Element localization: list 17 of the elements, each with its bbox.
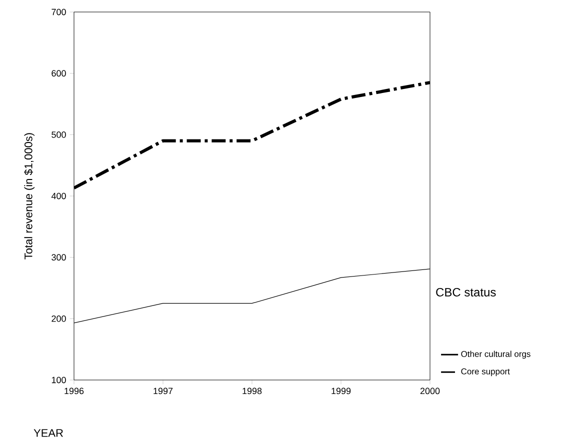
y-tick-label: 500 xyxy=(52,131,66,138)
legend-label: Core support xyxy=(461,368,510,376)
y-tick-label: 600 xyxy=(52,70,66,77)
y-tick-label: 100 xyxy=(52,376,66,384)
legend-label: Other cultural orgs xyxy=(461,350,530,359)
x-tick-label: 1998 xyxy=(242,388,262,394)
x-tick-label: 1997 xyxy=(154,388,173,394)
y-axis-title: Total revenue (in $1,000s) xyxy=(24,133,34,260)
x-tick-label: 1999 xyxy=(332,388,351,394)
y-tick-label: 400 xyxy=(51,192,66,200)
y-tick-label: 700 xyxy=(52,8,66,16)
x-tick-label: 2000 xyxy=(420,388,440,394)
x-axis-title: YEAR xyxy=(34,429,63,437)
y-tick-label: 200 xyxy=(52,315,66,322)
x-tick-label: 1996 xyxy=(64,388,84,394)
y-tick-label: 300 xyxy=(52,254,66,261)
legend-title: CBC status xyxy=(436,288,496,296)
